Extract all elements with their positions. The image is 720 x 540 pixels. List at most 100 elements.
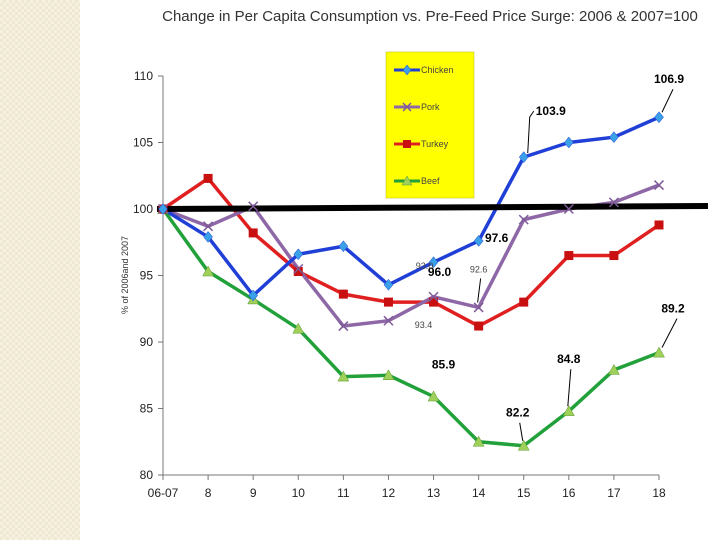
annotation-label: 84.8 xyxy=(557,352,581,366)
pork-marker xyxy=(563,203,574,215)
legend-box xyxy=(385,51,475,199)
chicken-marker xyxy=(293,248,304,261)
pork-marker xyxy=(203,221,214,232)
x-tick-label: 06-07 xyxy=(148,486,179,500)
x-tick-label: 13 xyxy=(427,486,441,500)
series-line-turkey xyxy=(162,176,660,328)
series-markers xyxy=(157,111,665,451)
pork-marker xyxy=(518,214,529,225)
chicken-marker xyxy=(338,240,349,253)
annotation-leader xyxy=(567,369,572,407)
annotation-label: 97.6 xyxy=(485,231,509,245)
annotations: 106.9 103.9 97.6 96.093.0 92.6 93.4 85.9 84.8 82… xyxy=(415,72,685,441)
x-tick-label: 12 xyxy=(382,486,396,500)
x-tick-label: 17 xyxy=(607,486,621,500)
annotation-label: 103.9 xyxy=(536,104,566,118)
turkey-marker xyxy=(203,173,213,183)
annotation-leader xyxy=(527,110,535,154)
x-tick-label: 16 xyxy=(562,486,576,500)
pork-marker xyxy=(428,291,439,302)
pork-marker xyxy=(293,263,304,274)
pork-marker xyxy=(338,321,349,332)
chicken-marker xyxy=(428,256,439,269)
pork-marker xyxy=(653,180,665,191)
annotation-leader xyxy=(661,89,674,113)
x-tick-label: 9 xyxy=(250,486,257,500)
pork-marker xyxy=(402,102,412,112)
x-tick-label: 14 xyxy=(472,486,486,500)
beef-marker xyxy=(562,405,575,416)
legend-entry-turkey: Turkey xyxy=(421,139,449,149)
annotation-label: 85.9 xyxy=(432,358,456,372)
turkey-marker xyxy=(654,220,664,230)
x-tick-label: 8 xyxy=(205,486,212,500)
annotation-label: 93.0 xyxy=(416,261,434,271)
chicken-marker xyxy=(203,231,213,243)
chicken-marker xyxy=(563,136,574,149)
x-tick-label: 11 xyxy=(337,486,350,500)
annotation-leader xyxy=(477,278,482,303)
annotation-label: 96.0 xyxy=(428,265,452,279)
annotation-label: 106.9 xyxy=(654,72,684,86)
beef-marker xyxy=(427,390,440,402)
y-tick-label: 110 xyxy=(134,69,153,83)
beef-marker xyxy=(292,322,305,334)
beef-marker xyxy=(517,439,530,451)
turkey-marker xyxy=(293,267,303,277)
reference-line-100 xyxy=(156,203,709,212)
annotation-label: 82.2 xyxy=(506,406,530,420)
legend-entry-beef: Beef xyxy=(421,176,440,186)
y-tick-label: 100 xyxy=(133,202,153,216)
chicken-marker xyxy=(609,131,619,144)
turkey-marker xyxy=(429,297,439,307)
annotation-leader xyxy=(519,422,524,441)
series-line-chicken xyxy=(162,115,660,298)
pork-marker xyxy=(248,201,259,212)
x-tick-label: 15 xyxy=(517,486,531,500)
beef-marker xyxy=(472,435,485,447)
annotation-label: 92.6 xyxy=(470,264,488,274)
turkey-marker xyxy=(474,321,484,331)
beef-marker xyxy=(337,370,350,382)
x-tick-label: 18 xyxy=(652,486,666,500)
turkey-marker xyxy=(248,228,258,238)
chicken-marker xyxy=(654,111,664,124)
turkey-marker xyxy=(519,297,529,307)
chicken-marker xyxy=(158,203,168,215)
y-tick-label: 105 xyxy=(133,136,153,150)
annotation-label: 93.4 xyxy=(415,320,433,330)
beef-marker xyxy=(382,369,395,380)
legend: Chicken Pork Turkey Beef xyxy=(385,51,475,199)
decorative-side-strip xyxy=(0,0,80,540)
turkey-marker xyxy=(338,289,348,299)
reference-line xyxy=(156,203,709,212)
turkey-marker xyxy=(609,251,619,261)
beef-marker xyxy=(607,363,620,375)
pork-marker xyxy=(608,197,619,208)
series-line-beef xyxy=(161,207,660,448)
chicken-marker xyxy=(518,151,529,164)
annotation-leader xyxy=(661,318,678,348)
chicken-marker xyxy=(473,235,484,247)
chicken-marker xyxy=(402,64,412,76)
pork-marker xyxy=(383,315,394,326)
y-tick-label: 80 xyxy=(140,468,154,482)
chart-title: Change in Per Capita Consumption vs. Pre… xyxy=(162,8,698,25)
y-tick-label: 90 xyxy=(140,335,154,349)
x-tick-label: 10 xyxy=(292,486,306,500)
chicken-marker xyxy=(248,289,259,302)
y-axis: 80 85 90 95 100 105 110 xyxy=(133,69,164,482)
beef-marker xyxy=(653,346,665,358)
y-tick-label: 85 xyxy=(140,402,154,416)
beef-marker xyxy=(401,175,413,186)
turkey-marker xyxy=(383,297,393,307)
legend-entry-pork: Pork xyxy=(421,102,440,112)
turkey-marker xyxy=(564,251,574,261)
annotation-label: 89.2 xyxy=(661,302,685,316)
x-axis: 06-07 8 9 10 11 12 13 14 15 16 17 18 xyxy=(148,474,666,500)
pork-marker xyxy=(473,302,484,313)
y-tick-label: 95 xyxy=(140,269,154,283)
y-axis-label: % of 2006and 2007 xyxy=(120,236,130,314)
turkey-marker xyxy=(403,140,411,148)
legend-entry-chicken: Chicken xyxy=(421,65,454,75)
